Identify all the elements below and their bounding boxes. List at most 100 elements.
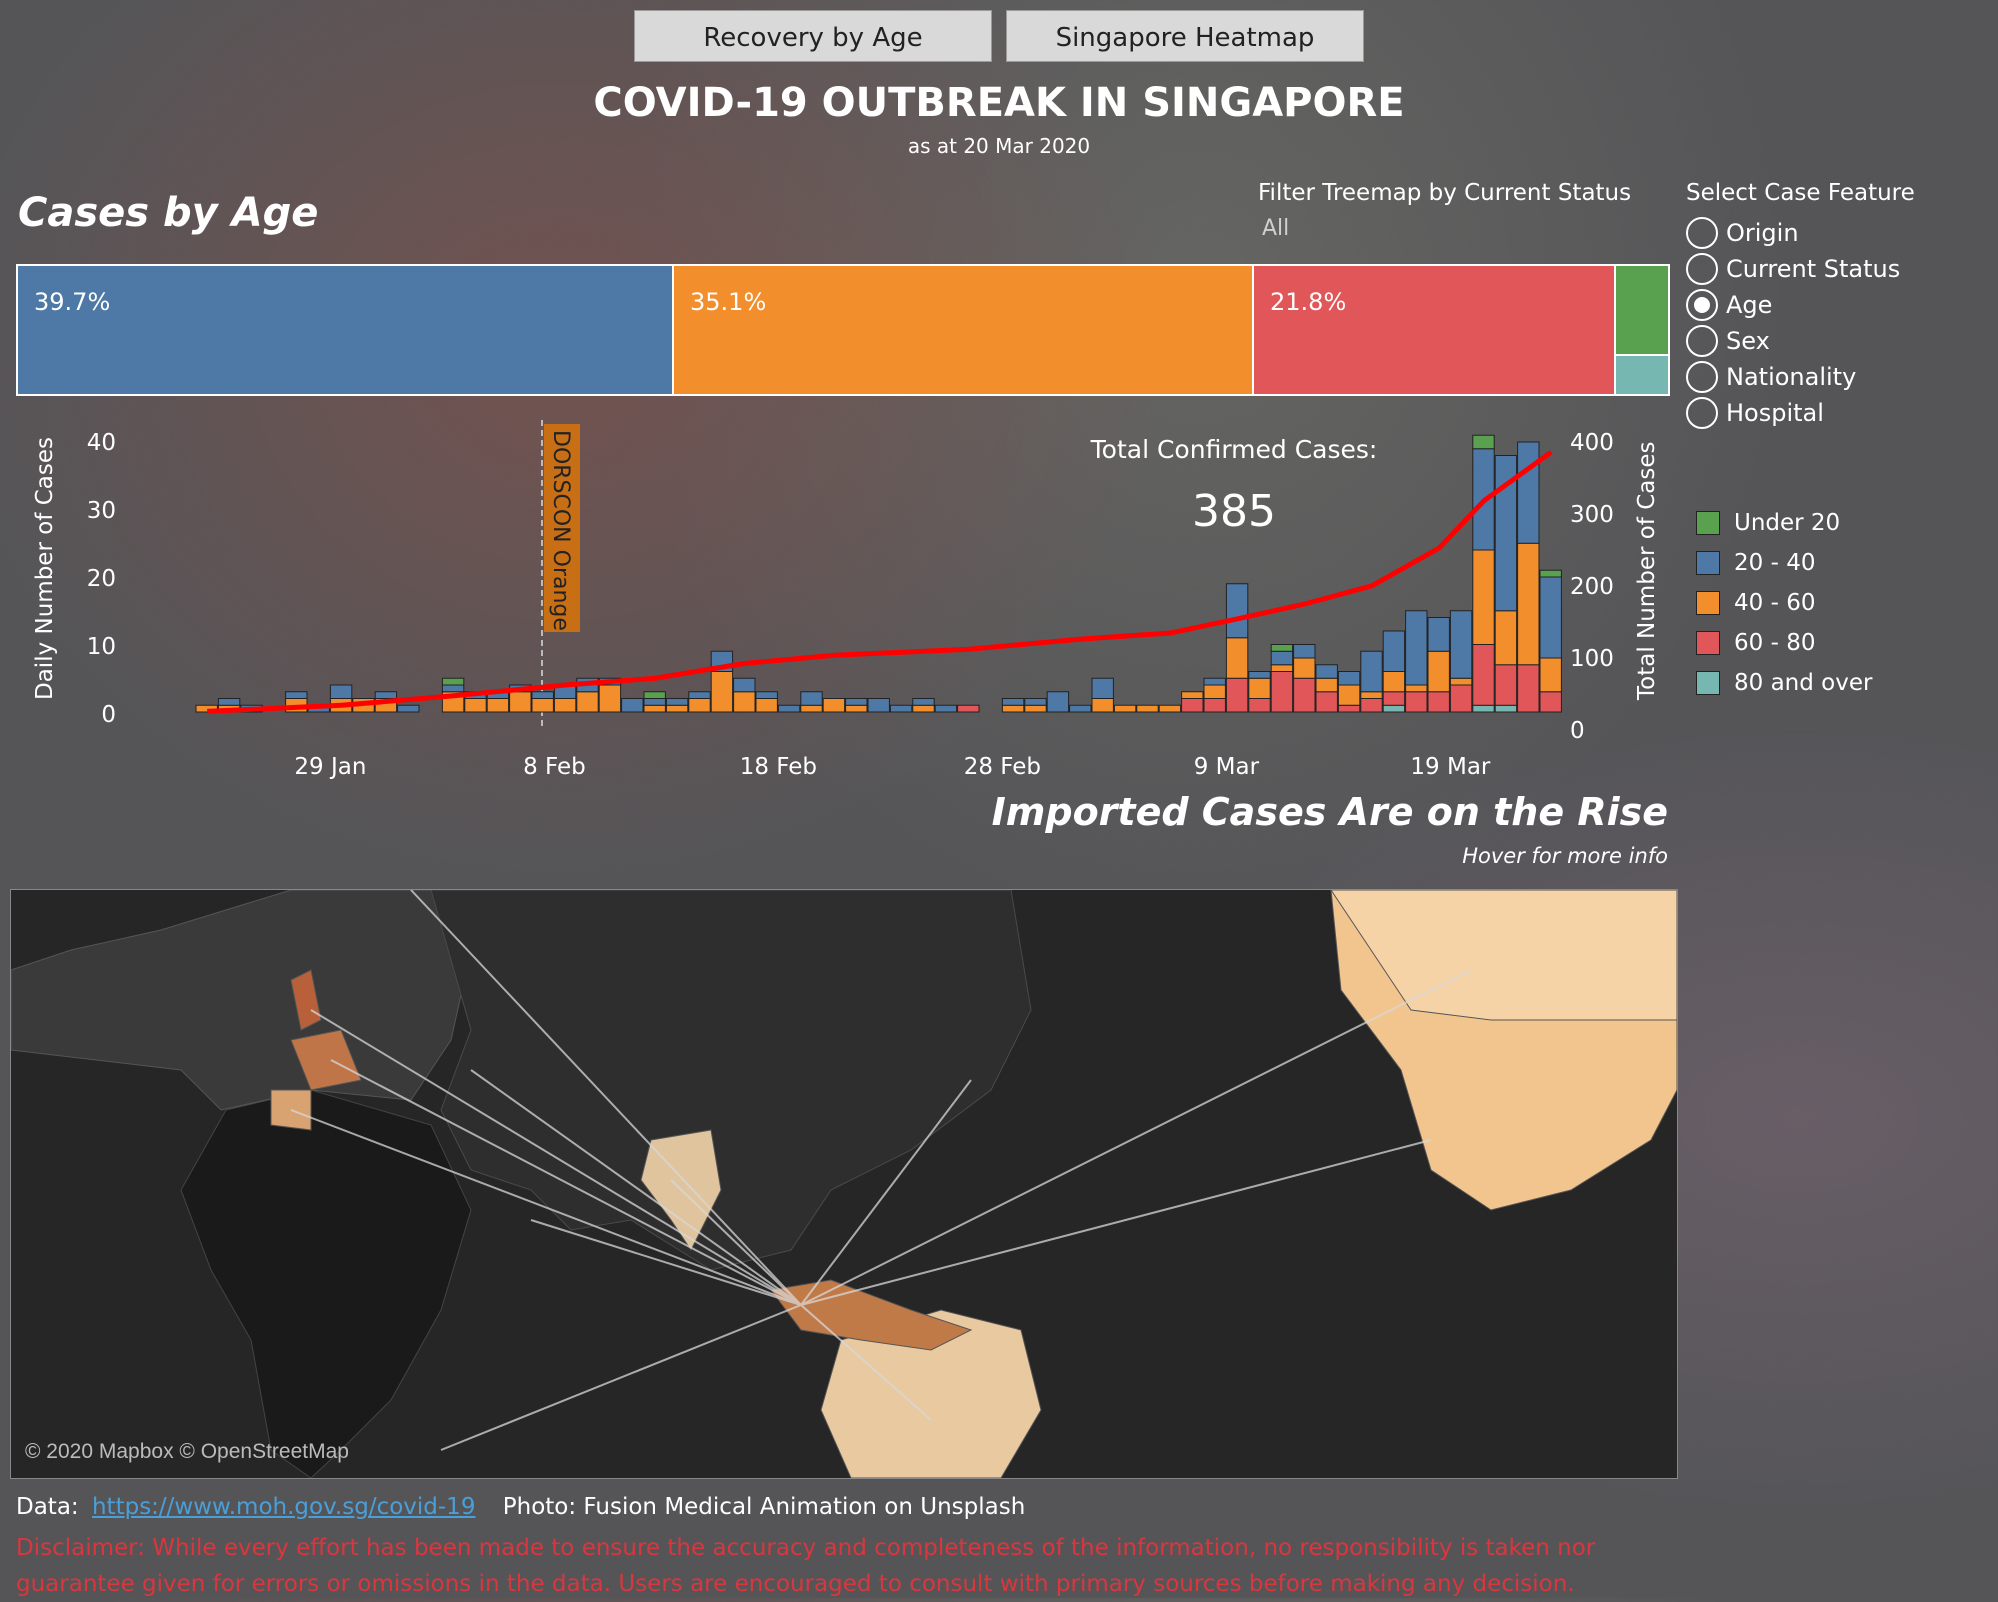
bar-segment [1001, 698, 1025, 706]
bar-segment [1270, 664, 1294, 672]
bar-segment [217, 698, 241, 706]
filter-dropdown[interactable]: All [1262, 216, 1290, 241]
legend-swatch [1696, 591, 1720, 615]
bar-segment [1293, 657, 1316, 679]
bar-segment [643, 691, 666, 699]
treemap-cell-80-over[interactable] [1616, 356, 1668, 394]
bar-segment [1405, 691, 1428, 713]
bar-segment [800, 704, 823, 713]
legend-item[interactable]: Under 20 [1696, 508, 1840, 538]
y-left-tick: 0 [101, 702, 116, 728]
bar-segment [553, 698, 577, 713]
bar-segment [1405, 610, 1428, 686]
bar-segment [1293, 644, 1316, 659]
radio-icon[interactable] [1686, 253, 1718, 285]
bar-segment [1337, 671, 1361, 686]
case-feature-option-age[interactable]: Age [1686, 288, 1772, 322]
legend-item[interactable]: 40 - 60 [1696, 588, 1815, 618]
treemap-cell-40-60[interactable]: 35.1% [674, 266, 1254, 394]
bar-segment [867, 698, 890, 713]
bar-segment [1382, 671, 1406, 693]
australia-shape [820, 1309, 1042, 1478]
bar-segment [1472, 704, 1495, 713]
treemap-cell-under-20[interactable] [1616, 266, 1668, 356]
data-source-link[interactable]: https://www.moh.gov.sg/covid-19 [91, 1494, 476, 1520]
bar-segment [1494, 704, 1518, 713]
bar-segment [733, 691, 756, 713]
y-left-tick: 10 [87, 634, 116, 660]
select-case-feature-label: Select Case Feature [1686, 180, 1915, 206]
bar-segment [1382, 630, 1406, 672]
case-feature-option-label: Nationality [1726, 363, 1857, 391]
dorscon-label-box [544, 424, 580, 632]
legend-swatch [1696, 671, 1720, 695]
bar-segment [329, 684, 353, 699]
france-shape [290, 1029, 362, 1091]
case-feature-option-origin[interactable]: Origin [1686, 216, 1799, 250]
bar-segment [1517, 542, 1540, 666]
legend-item[interactable]: 60 - 80 [1696, 628, 1815, 658]
bar-segment [1337, 704, 1361, 713]
legend-swatch [1696, 551, 1720, 575]
radio-icon[interactable] [1686, 217, 1718, 249]
bar-segment [1248, 671, 1271, 679]
bar-segment [509, 691, 532, 713]
bar-segment [1494, 455, 1518, 612]
radio-icon[interactable] [1686, 397, 1718, 429]
bar-segment [1248, 698, 1271, 713]
treemap-label: 39.7% [34, 288, 111, 316]
bar-segment [1158, 704, 1182, 713]
recovery-by-age-button[interactable]: Recovery by Age [634, 10, 992, 62]
bar-segment [1494, 610, 1518, 666]
radio-icon[interactable] [1686, 325, 1718, 357]
canada-shape [1330, 890, 1677, 1021]
bar-segment [1270, 644, 1294, 652]
bar-segment [688, 698, 711, 713]
bar-segment [1248, 677, 1271, 699]
bar-segment [1046, 691, 1070, 713]
bar-segment [1539, 576, 1562, 659]
bar-segment [912, 704, 935, 713]
import-routes [290, 890, 1472, 1451]
bar-segment [1136, 704, 1159, 713]
y-left-tick: 40 [87, 430, 116, 456]
legend-item[interactable]: 20 - 40 [1696, 548, 1815, 578]
bar-segment [1360, 650, 1383, 693]
bar-segment [285, 691, 308, 699]
treemap-cell-20-40[interactable]: 39.7% [18, 266, 674, 394]
bar-segment [1449, 677, 1473, 686]
bar-segment [688, 691, 711, 699]
singapore-heatmap-button[interactable]: Singapore Heatmap [1006, 10, 1364, 62]
total-cases-label: Total Confirmed Cases: [1090, 435, 1378, 464]
legend-label: 60 - 80 [1734, 630, 1816, 656]
treemap-cell-60-80[interactable]: 21.8% [1254, 266, 1616, 394]
y-left-tick: 30 [87, 498, 116, 524]
page-title: COVID-19 OUTBREAK IN SINGAPORE [593, 80, 1405, 126]
bar-segment [1293, 677, 1316, 713]
disclaimer: Disclaimer: While every effort has been … [16, 1535, 1596, 1597]
imported-cases-title: Imported Cases Are on the Rise [991, 790, 1668, 834]
bar-segment [1203, 698, 1226, 713]
bar-segment [1427, 617, 1450, 652]
case-feature-option-label: Hospital [1726, 399, 1824, 427]
bar-segment [397, 704, 420, 713]
indonesia-shape [770, 1279, 973, 1351]
case-feature-option-hospital[interactable]: Hospital [1686, 396, 1824, 430]
bar-segment [1001, 704, 1025, 713]
y-right-tick: 200 [1570, 574, 1614, 600]
bar-segment [1517, 441, 1540, 544]
radio-icon[interactable] [1686, 361, 1718, 393]
case-feature-option-current-status[interactable]: Current Status [1686, 252, 1900, 286]
radio-icon[interactable] [1686, 289, 1718, 321]
bar-segment [755, 698, 778, 713]
bar-segment [665, 698, 689, 706]
case-feature-option-sex[interactable]: Sex [1686, 324, 1770, 358]
bar-segment [598, 684, 622, 713]
case-feature-option-nationality[interactable]: Nationality [1686, 360, 1856, 394]
imported-cases-map[interactable]: © 2020 Mapbox © OpenStreetMap [10, 889, 1678, 1479]
y-left-tick: 20 [87, 566, 116, 592]
case-feature-option-label: Sex [1726, 327, 1770, 355]
bar-segment [643, 698, 666, 706]
legend-item[interactable]: 80 and over [1696, 668, 1872, 698]
cumulative-line [207, 450, 1553, 714]
